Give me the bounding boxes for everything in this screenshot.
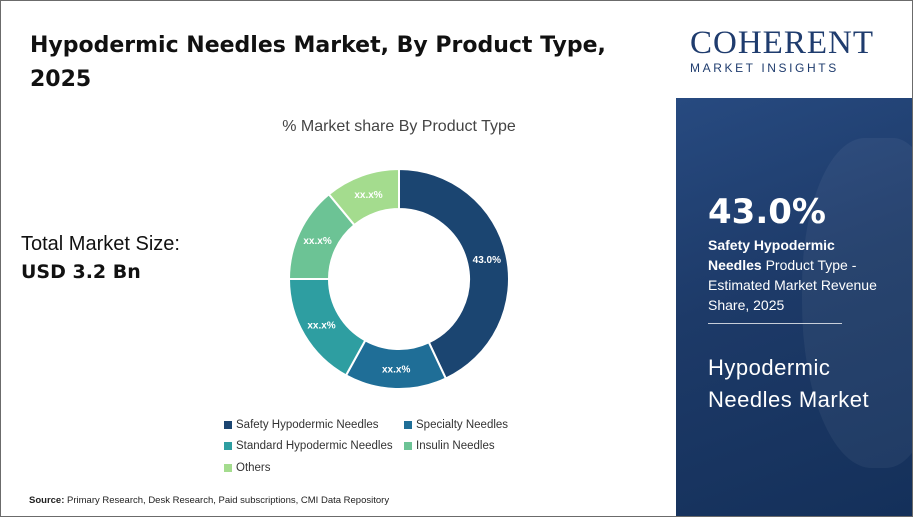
panel-divider: [708, 323, 842, 324]
legend-label: Others: [236, 462, 271, 474]
legend-swatch: [224, 442, 232, 450]
slice-data-label-1: 43.0%: [473, 255, 501, 266]
legend-swatch: [404, 421, 412, 429]
legend-item-4: Insulin Needles: [404, 440, 495, 452]
legend-item-3: Standard Hypodermic Needles: [224, 440, 393, 452]
legend-swatch: [224, 464, 232, 472]
donut-slice-1: [398, 167, 510, 380]
legend-swatch: [224, 421, 232, 429]
slice-data-label-3: xx.x%: [307, 320, 335, 331]
highlight-panel: 43.0% Safety Hypodermic Needles Product …: [676, 98, 912, 516]
highlight-market-name: Hypodermic Needles Market: [708, 355, 870, 412]
legend-label: Specialty Needles: [416, 419, 509, 431]
brand-name: COHERENT: [690, 25, 874, 61]
highlight-description: Safety Hypodermic Needles Product Type -…: [708, 235, 888, 315]
source-label: Source:: [29, 495, 65, 506]
legend-item-5: Others: [224, 462, 271, 474]
market-size-label: Total Market Size:: [21, 233, 180, 255]
source-note: Source: Primary Research, Desk Research,…: [29, 495, 389, 506]
highlight-description-text: Product Type - Estimated Market Revenue …: [708, 257, 877, 313]
brand-logo: COHERENT MARKET INSIGHTS: [676, 1, 912, 98]
donut-chart: 43.0% xx.x% xx.x% xx.x% xx.x%: [287, 167, 510, 390]
source-text: Primary Research, Desk Research, Paid su…: [67, 495, 390, 506]
brand-tagline: MARKET INSIGHTS: [690, 61, 839, 75]
legend-item-2: Specialty Needles: [404, 419, 508, 431]
legend-item-1: Safety Hypodermic Needles: [224, 419, 379, 431]
donut-slice-5: [327, 167, 400, 227]
slice-data-label-2: xx.x%: [382, 364, 410, 375]
chart-title: % Market share By Product Type: [282, 118, 516, 135]
highlight-percentage: 43.0%: [708, 192, 826, 232]
slice-data-label-4: xx.x%: [303, 236, 331, 247]
legend-label: Safety Hypodermic Needles: [236, 419, 379, 431]
slice-data-label-5: xx.x%: [354, 190, 382, 201]
legend-label: Insulin Needles: [416, 440, 495, 452]
highlight-segment: Safety Hypodermic Needles: [708, 237, 835, 273]
market-size-value: USD 3.2 Bn: [21, 261, 141, 283]
legend-swatch: [404, 442, 412, 450]
legend-label: Standard Hypodermic Needles: [236, 440, 393, 452]
page-title: Hypodermic Needles Market, By Product Ty…: [30, 33, 606, 92]
